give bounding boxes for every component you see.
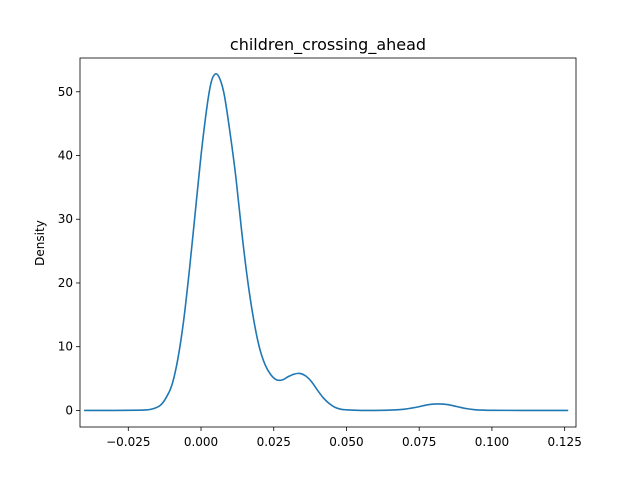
y-tick-label: 10 (58, 340, 73, 354)
plot-area (80, 58, 576, 427)
y-tick-label: 30 (58, 212, 73, 226)
plot-frame (79, 57, 577, 428)
y-axis: 0 10 20 30 40 50 (58, 85, 80, 417)
x-tick-label: 0.100 (475, 435, 509, 449)
y-tick-label: 40 (58, 149, 73, 163)
chart-title: children_crossing_ahead (230, 35, 426, 55)
y-tick-label: 20 (58, 276, 73, 290)
y-tick-label: 50 (58, 85, 73, 99)
x-tick-label: 0.075 (402, 435, 436, 449)
x-tick-label: 0.000 (184, 435, 218, 449)
y-tick-label: 0 (65, 403, 73, 417)
x-axis: −0.025 0.000 0.025 0.050 0.075 0.100 0.125 (106, 427, 582, 449)
density-line (83, 73, 569, 412)
y-axis-label: Density (33, 220, 47, 266)
x-tick-label: 0.125 (547, 435, 581, 449)
x-tick-label: 0.050 (329, 435, 363, 449)
x-tick-label: 0.025 (257, 435, 291, 449)
x-tick-label: −0.025 (106, 435, 150, 449)
